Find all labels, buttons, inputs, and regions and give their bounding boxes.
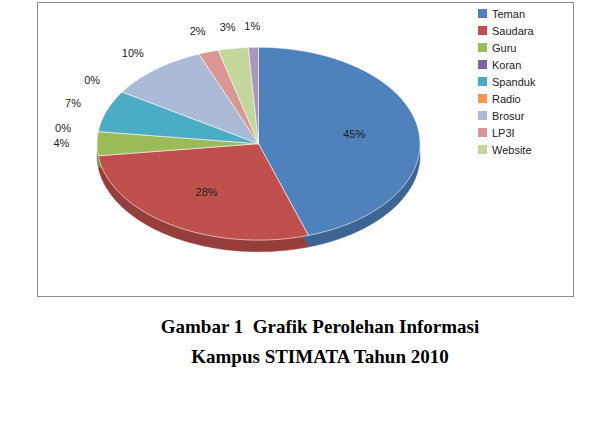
svg-text:2%: 2%	[190, 25, 206, 37]
svg-text:4%: 4%	[53, 137, 69, 149]
html-text:Koran: Koran	[492, 58, 522, 71]
html-text:Guru: Guru	[492, 41, 517, 54]
html-text:Brosur: Brosur	[492, 109, 525, 122]
svg-text:28%: 28%	[196, 186, 218, 198]
html-text:Saudara: Saudara	[492, 24, 534, 37]
svg-text:1%: 1%	[244, 20, 260, 32]
html-text:Website: Website	[492, 143, 532, 156]
svg-text:7%: 7%	[65, 97, 81, 109]
svg-text:10%: 10%	[122, 47, 144, 59]
svg-text:0%: 0%	[84, 74, 100, 86]
html-text:Teman: Teman	[492, 7, 525, 20]
html-text:Gambar 1 Grafik Perolehan Info: Gambar 1 Grafik Perolehan Informasi Kamp…	[160, 316, 484, 367]
html-text:Spanduk: Spanduk	[492, 75, 536, 88]
svg-text:0%: 0%	[55, 122, 71, 134]
html-text:LP3I: LP3I	[492, 126, 515, 139]
svg-text:45%: 45%	[343, 128, 365, 140]
svg-text:3%: 3%	[220, 21, 236, 33]
html-text:Radio: Radio	[492, 92, 521, 105]
